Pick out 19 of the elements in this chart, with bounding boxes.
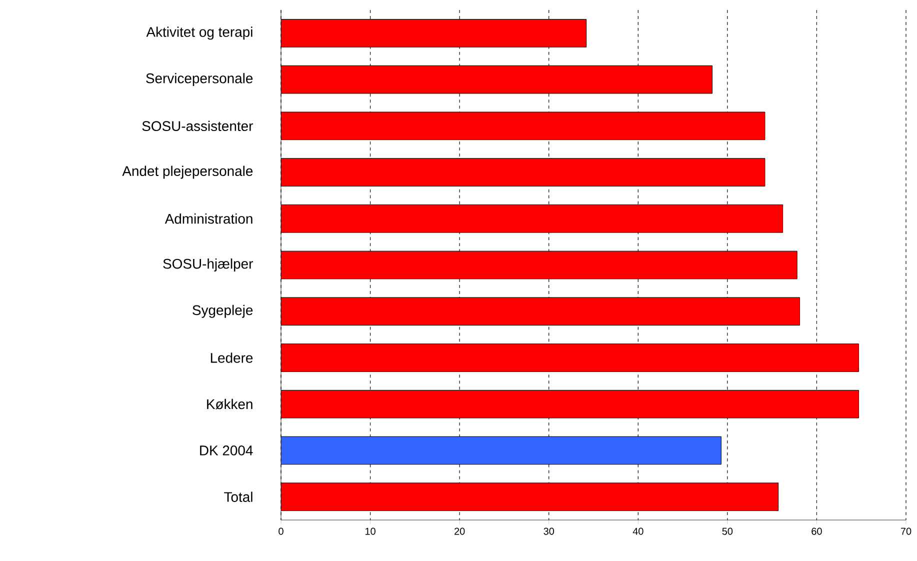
y-tick-label: SOSU-assistenter [142,120,253,132]
y-tick-label: Sygepleje [192,304,253,318]
y-tick-label: SOSU-hjælper [163,258,253,272]
y-tick-label: Andet plejepersonale [122,166,253,179]
x-tick-label: 0 [278,528,284,535]
y-tick-label: Administration [164,214,252,224]
y-tick-label: Ledere [210,352,253,363]
x-tick-label: 50 [722,528,733,535]
x-tick-label: 70 [900,528,912,535]
x-tick-label: 40 [632,528,644,535]
x-tick-label: 60 [812,528,822,535]
x-tick-label: 30 [544,528,554,535]
x-tick-label: 10 [366,528,376,535]
y-tick-label: Servicepersonale [146,73,253,86]
y-tick-label: Køkken [207,398,252,410]
y-tick-label: Aktivitet og terapi [146,26,252,40]
y-tick-label: DK 2004 [200,446,253,456]
y-tick-label: Total [224,492,252,502]
x-tick-label: 20 [454,528,465,535]
